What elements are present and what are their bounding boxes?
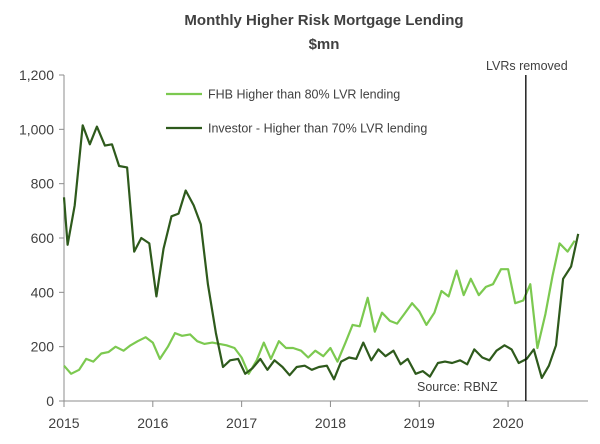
y-tick-label: 600 bbox=[31, 230, 55, 246]
x-tick-label: 2018 bbox=[315, 415, 346, 431]
series-line-2 bbox=[62, 124, 580, 381]
source-label: Source: RBNZ bbox=[417, 380, 498, 394]
series-line-1 bbox=[63, 240, 576, 375]
chart-subtitle: $mn bbox=[309, 36, 340, 53]
y-tick-label: 1,200 bbox=[19, 67, 54, 83]
event-label: LVRs removed bbox=[486, 59, 568, 73]
chart-title: Monthly Higher Risk Mortgage Lending bbox=[184, 12, 463, 29]
x-tick-label: 2020 bbox=[492, 415, 523, 431]
axes: 0 200 400 600 800 1,000 1,200 2015 2016 2017 2018 2… bbox=[19, 67, 588, 431]
y-tick-label: 800 bbox=[31, 176, 55, 192]
legend: FHB Higher than 80% LVR lending Investor … bbox=[166, 88, 427, 136]
y-tick-label: 0 bbox=[46, 393, 54, 409]
legend-label: FHB Higher than 80% LVR lending bbox=[208, 88, 400, 102]
x-tick-label: 2015 bbox=[48, 415, 79, 431]
series-layer bbox=[62, 124, 580, 381]
y-tick-label: 400 bbox=[31, 284, 55, 300]
x-tick-label: 2016 bbox=[137, 415, 168, 431]
legend-label: Investor - Higher than 70% LVR lending bbox=[208, 122, 427, 136]
y-tick-label: 200 bbox=[31, 339, 55, 355]
x-tick-label: 2017 bbox=[226, 415, 257, 431]
x-tick-label: 2019 bbox=[404, 415, 435, 431]
annotations: LVRs removed Source: RBNZ bbox=[417, 59, 568, 401]
y-tick-label: 1,000 bbox=[19, 121, 54, 137]
